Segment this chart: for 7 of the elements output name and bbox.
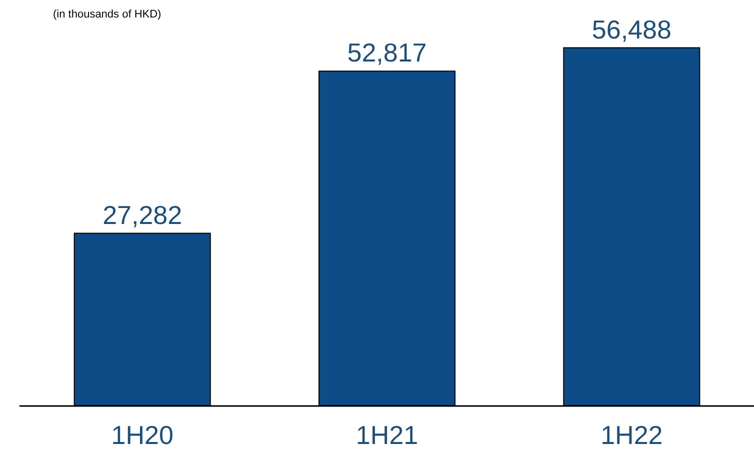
data-label: 52,817 — [347, 38, 427, 68]
chart-title: (in thousands of HKD) — [53, 8, 162, 20]
x-tick-label: 1H22 — [600, 420, 663, 450]
x-tick-label: 1H20 — [111, 420, 174, 450]
data-label: 56,488 — [592, 14, 672, 44]
data-label: 27,282 — [102, 200, 182, 230]
x-tick-label: 1H21 — [356, 420, 418, 450]
